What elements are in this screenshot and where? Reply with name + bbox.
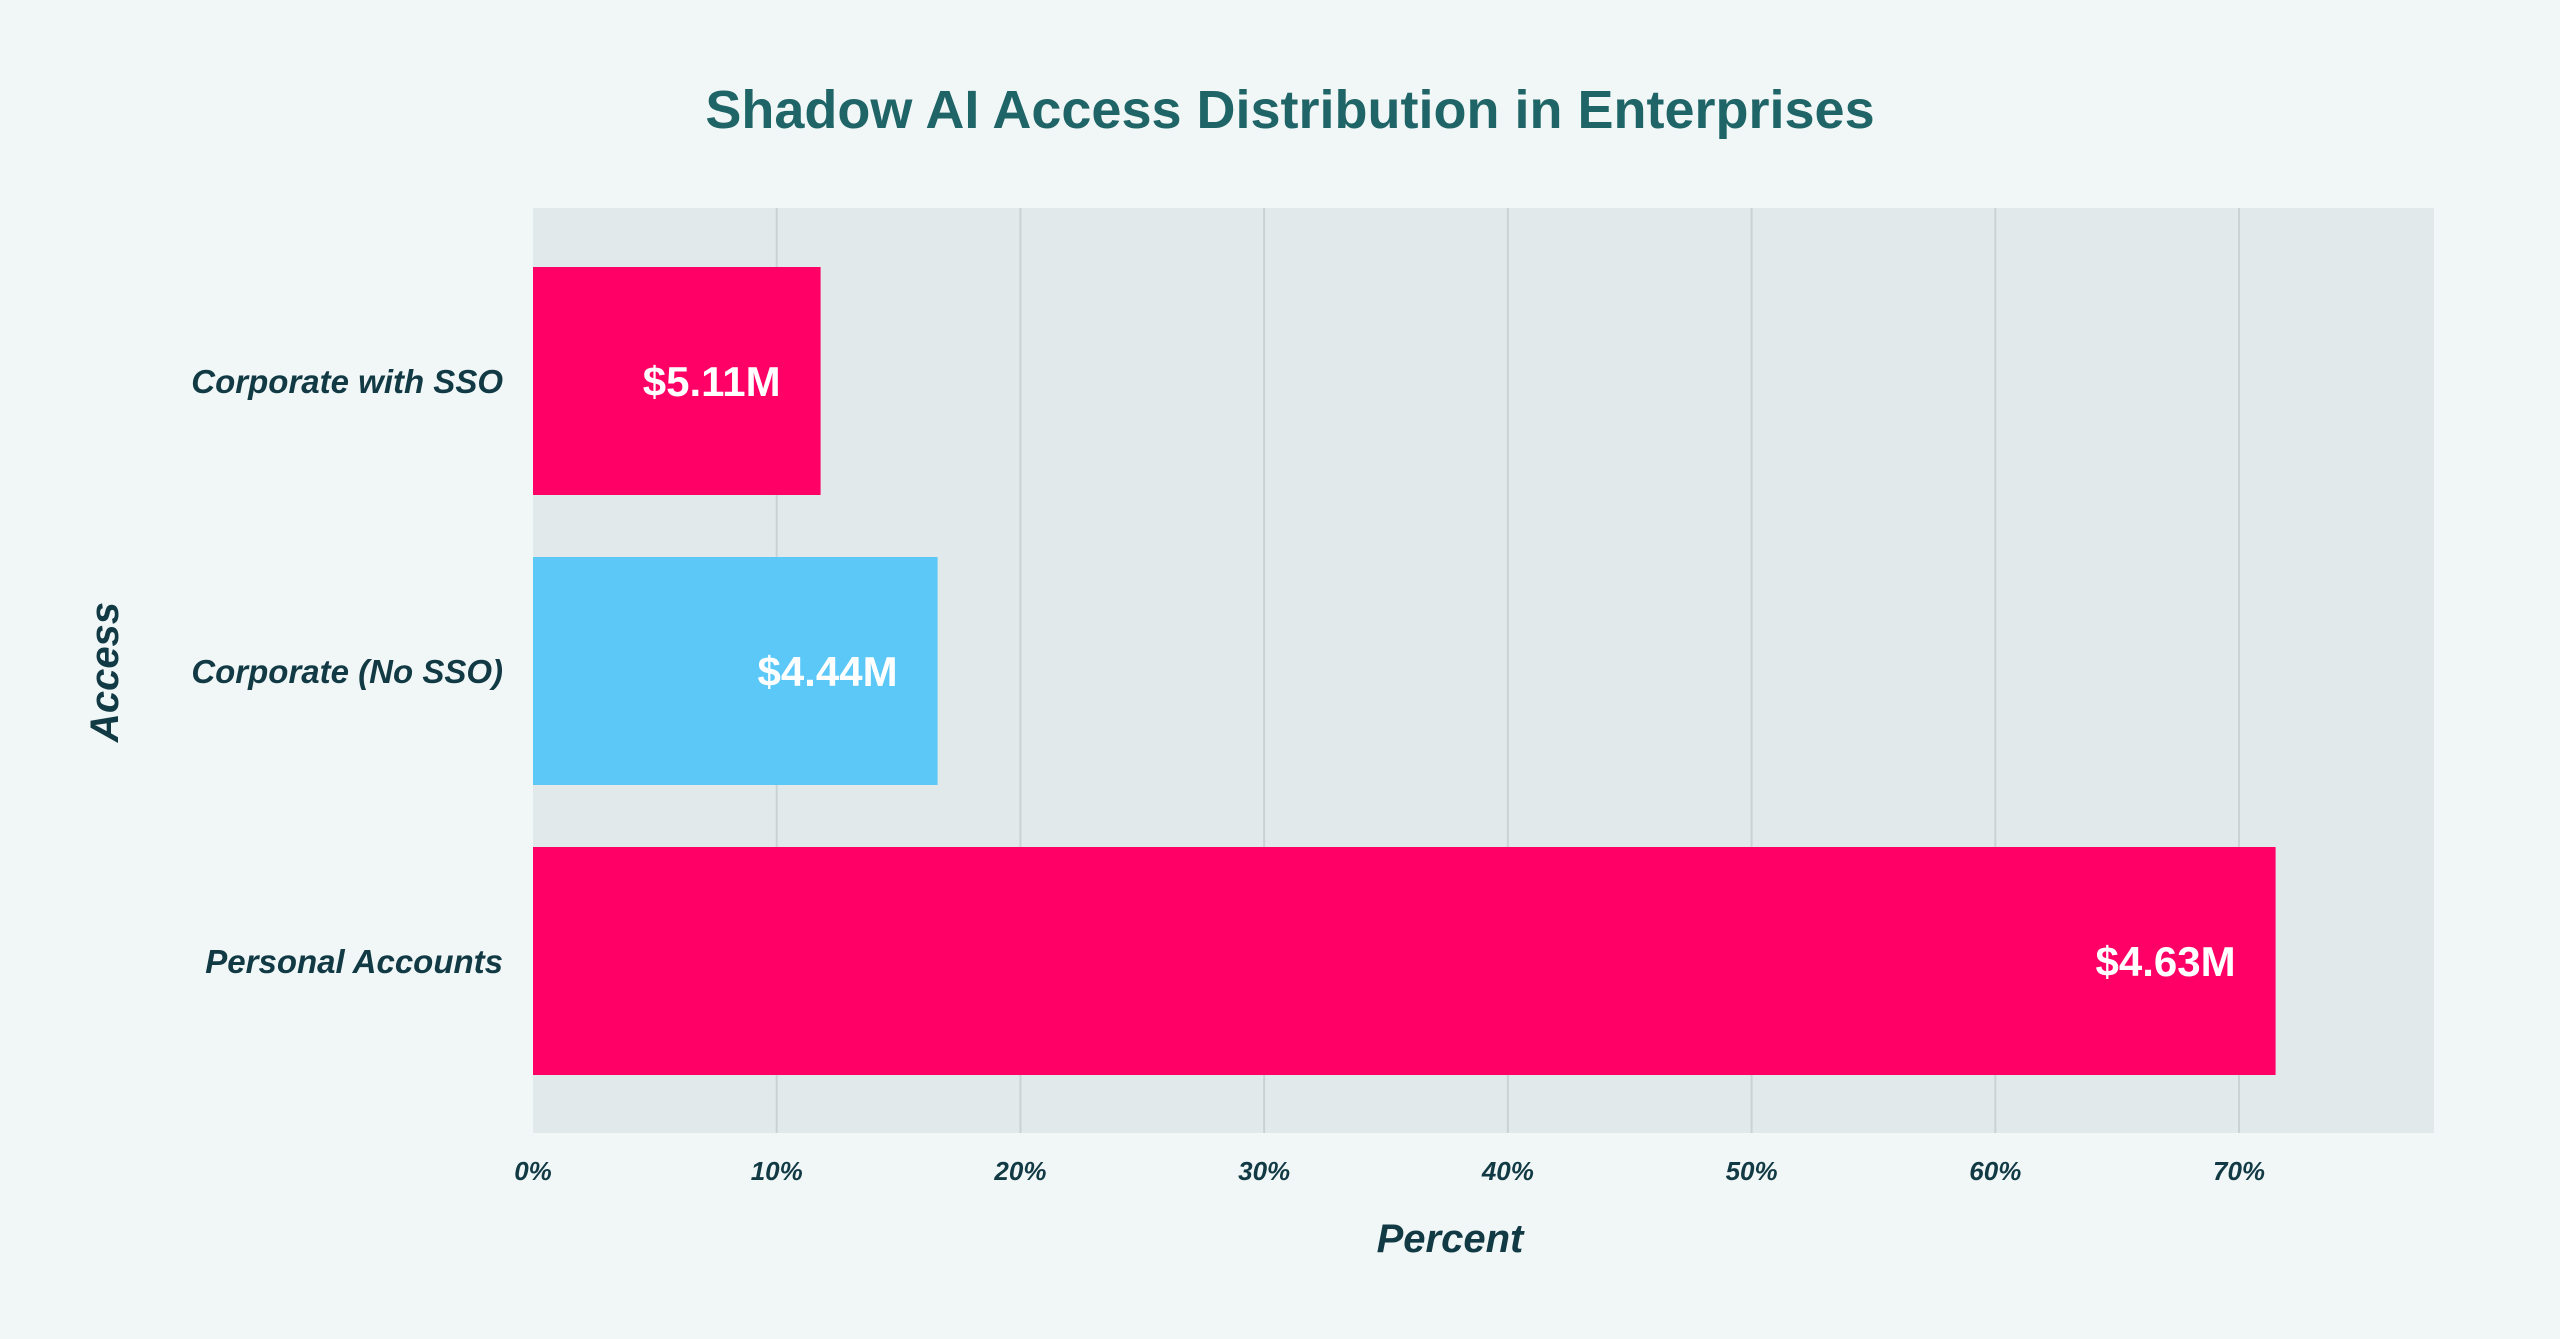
bar-value-label: $4.63M: [2095, 938, 2235, 985]
data-labels: $5.11M $4.44M $4.63M: [643, 358, 2236, 985]
bars: [533, 267, 2276, 1075]
category-label: Corporate with SSO: [191, 363, 503, 400]
x-tick-labels: 0% 10% 20% 30% 40% 50% 60% 70%: [514, 1156, 2265, 1186]
x-tick-label: 40%: [1481, 1156, 1534, 1186]
x-tick-label: 20%: [993, 1156, 1046, 1186]
x-tick-label: 70%: [2213, 1156, 2265, 1186]
bar-value-label: $5.11M: [643, 358, 781, 405]
bar: [533, 557, 938, 785]
x-tick-label: 10%: [751, 1156, 803, 1186]
bar-value-label: $4.44M: [757, 648, 897, 695]
category-label: Personal Accounts: [205, 943, 503, 980]
chart-title: Shadow AI Access Distribution in Enterpr…: [705, 80, 1874, 140]
x-axis-title: Percent: [1377, 1217, 1525, 1261]
bar: [533, 267, 821, 495]
category-labels: Corporate with SSO Corporate (No SSO) Pers…: [191, 363, 503, 980]
category-label: Corporate (No SSO): [191, 653, 503, 690]
x-tick-label: 60%: [1969, 1156, 2021, 1186]
bar: [533, 847, 2276, 1075]
x-tick-label: 50%: [1726, 1156, 1778, 1186]
x-tick-label: 30%: [1238, 1156, 1290, 1186]
x-tick-label: 0%: [514, 1156, 552, 1186]
y-axis-title: Access: [83, 602, 127, 743]
